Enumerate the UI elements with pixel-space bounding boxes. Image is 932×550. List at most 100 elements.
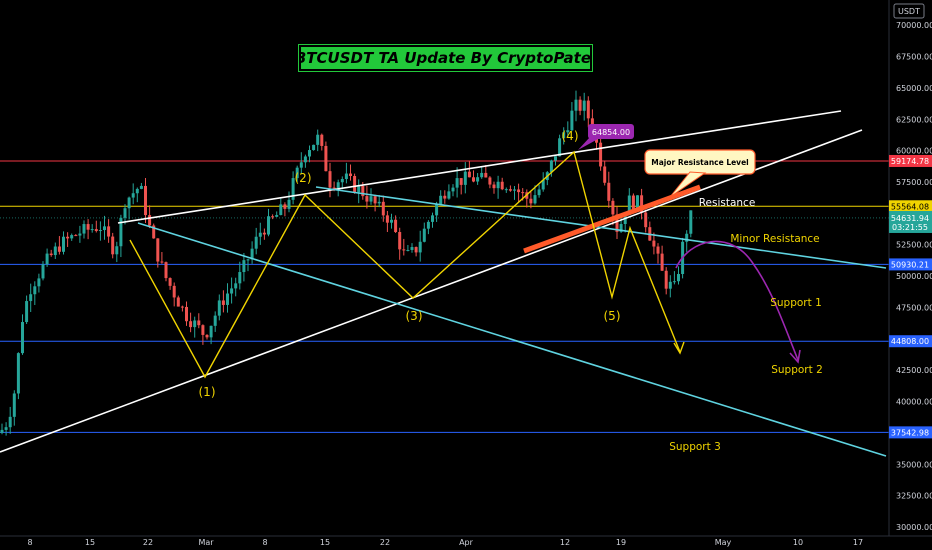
- candle-body: [549, 160, 553, 173]
- candle-body: [554, 156, 557, 161]
- candle-body: [0, 429, 4, 433]
- major-resistance-callout-label: Major Resistance Level: [651, 158, 748, 167]
- candle-body: [640, 195, 644, 213]
- candle-body: [127, 197, 131, 209]
- price-tick-label: 42500.00: [896, 366, 932, 375]
- price-tick-label: 62500.00: [896, 115, 932, 124]
- rising-support-line: [0, 129, 863, 453]
- candle-body: [176, 297, 180, 307]
- candle-body: [349, 173, 352, 176]
- candle-body: [607, 182, 611, 201]
- candle-body: [53, 246, 57, 256]
- price-tick-label: 67500.00: [896, 53, 932, 62]
- currency-badge: [893, 3, 925, 19]
- candle-body: [217, 300, 221, 316]
- price-axis: USDT30000.0032500.0035000.0037500.004000…: [888, 0, 932, 550]
- candle-body: [660, 253, 664, 271]
- candle-body: [385, 215, 389, 223]
- level-price-label: 50930.21: [891, 260, 929, 269]
- level-annotation: Support 1: [770, 297, 822, 309]
- candle-body: [303, 156, 307, 163]
- candle-body: [291, 178, 295, 200]
- candle-body: [447, 191, 451, 199]
- candle-body: [29, 294, 33, 302]
- candle-body: [111, 236, 115, 255]
- candle-body: [33, 286, 37, 295]
- candle-body: [562, 132, 566, 139]
- countdown-label: 03:21:55: [892, 223, 928, 232]
- candle-body: [279, 204, 283, 215]
- candle-body: [295, 167, 299, 179]
- wave-label: (4): [562, 129, 579, 143]
- candle-body: [558, 138, 562, 157]
- candle-body: [677, 273, 680, 282]
- level-price-tag: [889, 154, 932, 167]
- candle-body: [70, 235, 74, 239]
- candle-body: [160, 261, 164, 263]
- candle-body: [57, 246, 61, 252]
- candle-body: [652, 240, 656, 247]
- candle-body: [41, 264, 45, 279]
- candle-body: [344, 173, 348, 180]
- candle-body: [107, 226, 111, 237]
- candle-body: [627, 195, 631, 216]
- candle-body: [459, 178, 463, 185]
- candle-body: [488, 177, 492, 185]
- candle-body: [94, 229, 98, 232]
- price-tick-label: 70000.00: [896, 21, 932, 30]
- price-tick-label: 65000.00: [896, 84, 932, 93]
- candle-body: [74, 235, 78, 237]
- currency-label: USDT: [898, 7, 920, 16]
- candle-body: [574, 99, 578, 111]
- candle-body: [262, 232, 266, 235]
- candle-body: [123, 208, 127, 218]
- candle-body: [517, 189, 521, 193]
- candle-body: [164, 262, 168, 279]
- candle-body: [603, 166, 607, 183]
- candle-body: [332, 187, 336, 189]
- candle-body: [201, 325, 205, 335]
- level-price-tag: [889, 258, 932, 271]
- candle-body: [496, 181, 500, 189]
- candle-body: [172, 285, 176, 298]
- candle-body: [308, 150, 311, 157]
- candle-body: [86, 224, 90, 230]
- candle-body: [8, 416, 12, 428]
- time-tick-label: 19: [616, 538, 626, 547]
- candle-body: [422, 228, 426, 242]
- candle-body: [402, 249, 406, 251]
- candle-body: [62, 236, 65, 252]
- candle-body: [234, 283, 238, 289]
- candle-body: [336, 182, 340, 189]
- candle-body: [381, 201, 385, 216]
- level-annotation: Minor Resistance: [730, 233, 819, 245]
- upper-channel-line: [315, 186, 887, 269]
- price-tick-label: 60000.00: [896, 147, 932, 156]
- candle-body: [340, 179, 344, 183]
- candle-body: [66, 236, 70, 239]
- candle-body: [398, 232, 402, 250]
- candle-body: [619, 224, 623, 232]
- lower-channel-line: [137, 222, 887, 457]
- candle-body: [283, 204, 287, 209]
- level-price-tag: [889, 200, 932, 213]
- time-tick-label: 17: [853, 538, 863, 547]
- candle-body: [439, 195, 443, 205]
- price-tick-label: 35000.00: [896, 460, 932, 469]
- candle-body: [414, 247, 418, 253]
- candle-body: [672, 281, 676, 283]
- candle-body: [299, 162, 303, 168]
- candle-body: [484, 172, 488, 178]
- candle-body: [418, 241, 422, 253]
- current-price-label: 54631.94: [891, 214, 929, 223]
- candle-body: [644, 212, 648, 228]
- candle-body: [463, 171, 467, 185]
- candle-body: [221, 300, 225, 305]
- candle-body: [316, 134, 320, 145]
- candle-body: [529, 198, 533, 204]
- drawings: (1) (2) (3) (4) (5) Resistance Minor Resistanc…: [0, 110, 887, 457]
- candle-body: [570, 110, 574, 131]
- candle-body: [566, 130, 570, 133]
- price-tick-label: 30000.00: [896, 523, 932, 532]
